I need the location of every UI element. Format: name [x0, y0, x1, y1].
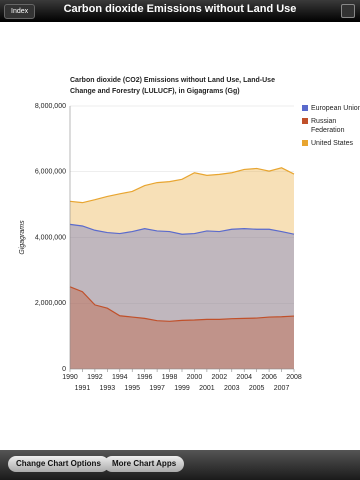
x-tick-label: 1992: [87, 374, 103, 381]
x-tick-label: 1990: [62, 374, 78, 381]
x-tick-label: 1997: [149, 385, 165, 392]
line: [69, 167, 295, 204]
x-tick-label: 2004: [236, 374, 252, 381]
x-tick-label: 1999: [174, 385, 190, 392]
nav-title: Carbon dioxide Emissions without Land Us…: [63, 3, 297, 15]
x-tick-label: 1996: [137, 374, 153, 381]
options-button[interactable]: Change Chart Options: [8, 456, 109, 472]
x-tick-label: 2006: [261, 374, 277, 381]
x-tick-label: 2005: [249, 385, 265, 392]
y-tick-label: 4,000,000: [35, 234, 66, 241]
y-tick-label: 2,000,000: [35, 300, 66, 307]
legend-label: Russian Federation: [311, 118, 345, 134]
y-tick-label: 6,000,000: [35, 169, 66, 176]
y-tick-label: 0: [62, 366, 66, 373]
x-tick-label: 1995: [124, 385, 140, 392]
x-tick-label: 1994: [112, 374, 128, 381]
x-tick-label: 2007: [274, 385, 290, 392]
back-button[interactable]: Index: [4, 4, 36, 19]
chart-title: Change and Forestry (LULUCF), in Gigagra…: [70, 88, 240, 95]
legend-label: European Union: [311, 105, 360, 112]
legend-swatch: [302, 105, 308, 111]
nav-bar: Index Carbon dioxide Emissions without L…: [0, 0, 360, 22]
toolbar: Change Chart Options More Chart Apps: [0, 450, 360, 480]
y-tick-label: 8,000,000: [35, 103, 66, 110]
x-tick-label: 2001: [199, 385, 215, 392]
line: [69, 223, 295, 235]
share-button[interactable]: [341, 4, 355, 18]
x-tick-label: 1993: [100, 385, 116, 392]
legend-swatch: [302, 140, 308, 146]
x-tick-label: 2003: [224, 385, 240, 392]
area: [70, 224, 294, 369]
legend-swatch: [302, 118, 308, 124]
y-axis-label: Gigagrams: [19, 220, 26, 255]
x-tick-label: 2000: [187, 374, 203, 381]
chart: Carbon dioxide (CO2) Emissions without L…: [19, 77, 302, 392]
chart-title: Carbon dioxide (CO2) Emissions without L…: [70, 77, 275, 84]
x-tick-label: 1998: [162, 374, 178, 381]
x-tick-label: 2002: [212, 374, 228, 381]
apps-button[interactable]: More Chart Apps: [104, 456, 185, 472]
area: [70, 286, 294, 369]
legend-label: United States: [311, 140, 354, 147]
x-tick-label: 2008: [286, 374, 302, 381]
x-tick-label: 1991: [75, 385, 91, 392]
line: [69, 286, 295, 322]
